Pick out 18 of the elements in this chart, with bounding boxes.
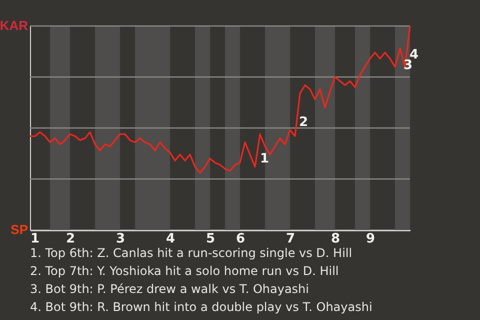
x-tick-label: 6 bbox=[236, 232, 246, 246]
text: SP bbox=[10, 222, 28, 237]
x-tick-label: 5 bbox=[206, 232, 216, 246]
text: KAR bbox=[0, 18, 29, 33]
annotation: 1 bbox=[260, 152, 270, 167]
annotation: 3 bbox=[404, 58, 413, 73]
x-tick-label: 2 bbox=[66, 232, 76, 246]
annotation: 2 bbox=[299, 114, 308, 130]
x-tick-label: 9 bbox=[366, 232, 376, 246]
x-tick-label: 4 bbox=[166, 232, 176, 246]
x-tick-label: 8 bbox=[330, 232, 340, 246]
text: 2. Top 7th: Y. Yoshioka hit a solo home run vs D. Hill bbox=[30, 263, 340, 280]
x-tick-label: 3 bbox=[116, 232, 126, 246]
text: 4. Bot 9th: R. Brown hit into a double play vs T. Ohayashi bbox=[30, 299, 372, 316]
x-tick-label: 7 bbox=[286, 232, 296, 246]
text: 3. Bot 9th: P. Pérez drew a walk vs T. Ohayashi bbox=[30, 281, 310, 298]
x-tick-label: 1 bbox=[30, 232, 40, 246]
text: 1. Top 6th: Z. Canlas hit a run-scoring single vs D. Hill bbox=[30, 246, 352, 260]
